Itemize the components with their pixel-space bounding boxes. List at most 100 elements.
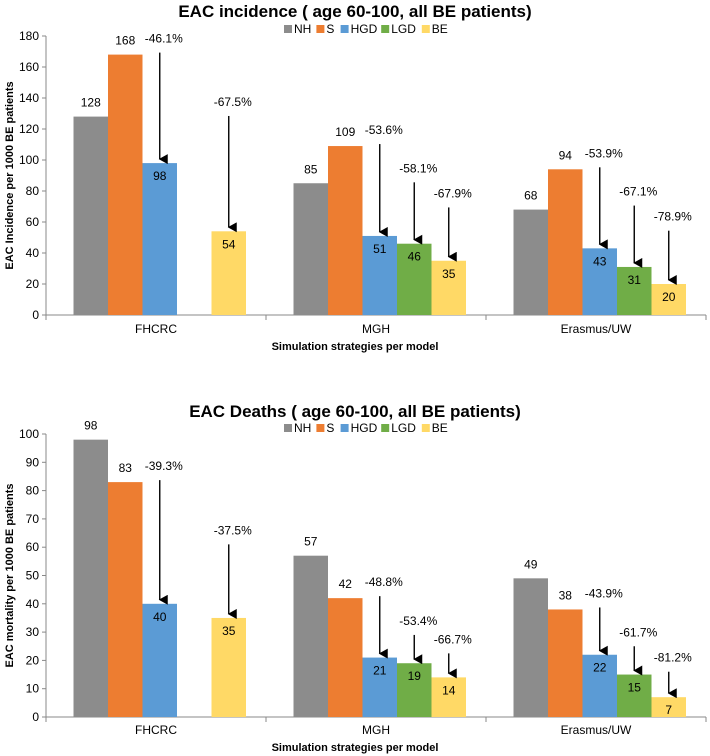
reduction-label-be: -67.9%	[434, 186, 472, 200]
bar-s	[548, 609, 583, 717]
data-label-s: 38	[559, 588, 573, 602]
legend-swatch-be	[421, 424, 430, 432]
data-label-nh: 49	[524, 557, 538, 571]
legend-label-be: BE	[432, 22, 448, 36]
legend-swatch-lgd	[381, 25, 390, 33]
y-axis-title: EAC mortality per 1000 BE patients	[4, 483, 16, 667]
legend-item-hgd: HGD	[340, 421, 378, 435]
data-label-hgd: 21	[373, 664, 387, 678]
legend-item-nh: NH	[284, 22, 311, 36]
legend-label-lgd: LGD	[391, 22, 416, 36]
reduction-label-lgd: -58.1%	[399, 161, 437, 175]
x-tick-label: FHCRC	[135, 723, 177, 737]
legend-label-s: S	[326, 421, 334, 435]
y-tick-label: 80	[26, 484, 40, 498]
y-tick-label: 30	[26, 625, 40, 639]
bar-lgd	[397, 663, 432, 717]
data-label-be: 20	[662, 290, 676, 304]
bar-hgd	[362, 657, 397, 717]
data-label-s: 83	[119, 461, 133, 475]
bar-be	[431, 677, 466, 717]
data-label-s: 109	[335, 125, 355, 139]
data-label-hgd: 43	[593, 254, 607, 268]
bar-nh	[73, 439, 108, 717]
data-label-s: 94	[559, 148, 573, 162]
y-tick-label: 120	[19, 122, 39, 136]
bar-lgd	[617, 266, 652, 315]
bar-hgd	[362, 235, 397, 315]
data-label-nh: 57	[304, 535, 318, 549]
bar-be	[431, 260, 466, 315]
legend-swatch-hgd	[340, 424, 349, 432]
legend-item-be: BE	[421, 421, 448, 435]
reduction-label-hgd: -46.1%	[145, 32, 183, 46]
chart-incidence: EAC incidence ( age 60-100, all BE patie…	[4, 2, 707, 353]
data-label-lgd: 19	[408, 669, 422, 683]
bar-lgd	[617, 674, 652, 717]
legend-swatch-nh	[284, 25, 292, 33]
bar-be	[651, 284, 686, 315]
reduction-label-lgd: -61.7%	[619, 625, 657, 639]
legend-label-hgd: HGD	[351, 22, 378, 36]
legend-swatch-s	[316, 25, 325, 33]
data-label-hgd: 98	[153, 169, 167, 183]
bar-nh	[293, 555, 328, 717]
data-label-nh: 85	[304, 162, 318, 176]
bar-s	[548, 169, 583, 315]
data-label-lgd: 15	[628, 681, 642, 695]
legend-item-s: S	[316, 22, 334, 36]
reduction-label-hgd: -53.9%	[585, 146, 623, 160]
data-label-s: 42	[339, 577, 353, 591]
y-tick-label: 0	[32, 308, 39, 322]
reduction-label-hgd: -48.8%	[365, 575, 403, 589]
legend-item-nh: NH	[284, 421, 311, 435]
reduction-label-lgd: -53.4%	[399, 614, 437, 628]
legend-swatch-lgd	[381, 424, 390, 432]
data-label-be: 35	[442, 267, 456, 281]
bar-s	[108, 482, 143, 717]
chart-deaths: EAC Deaths ( age 60-100, all BE patients…	[4, 402, 707, 754]
reduction-label-be: -67.5%	[214, 95, 252, 109]
reduction-label-lgd: -67.1%	[619, 185, 657, 199]
legend-label-nh: NH	[294, 421, 311, 435]
data-label-nh: 68	[524, 189, 538, 203]
bar-hgd	[582, 248, 617, 315]
legend-item-hgd: HGD	[340, 22, 378, 36]
legend-item-be: BE	[421, 22, 448, 36]
y-tick-label: 90	[26, 455, 40, 469]
reduction-label-be: -66.7%	[434, 632, 472, 646]
legend-swatch-s	[316, 424, 325, 432]
legend: NH S HGD LGD BE	[284, 421, 448, 435]
reduction-label-be: -81.2%	[654, 651, 692, 665]
y-tick-label: 50	[26, 569, 40, 583]
legend-item-lgd: LGD	[381, 22, 416, 36]
y-tick-label: 40	[26, 246, 40, 260]
legend-swatch-hgd	[340, 25, 349, 33]
bar-be	[211, 617, 246, 717]
data-label-be: 14	[442, 683, 456, 697]
bar-nh	[513, 209, 548, 315]
bar-nh	[513, 578, 548, 717]
reduction-label-hgd: -39.3%	[145, 459, 183, 473]
y-tick-label: 80	[26, 184, 40, 198]
data-label-be: 35	[222, 624, 236, 638]
data-label-lgd: 46	[408, 250, 422, 264]
data-label-s: 168	[115, 34, 135, 48]
bar-be	[211, 231, 246, 315]
y-tick-label: 20	[26, 653, 40, 667]
data-label-nh: 98	[84, 419, 98, 433]
bar-s	[108, 54, 143, 315]
bar-nh	[73, 116, 108, 315]
y-tick-label: 180	[19, 29, 39, 43]
y-tick-label: 140	[19, 91, 39, 105]
data-label-lgd: 31	[628, 273, 642, 287]
x-tick-label: MGH	[362, 322, 390, 336]
bar-hgd	[142, 603, 177, 717]
chart-title: EAC Deaths ( age 60-100, all BE patients…	[189, 402, 521, 421]
data-label-hgd: 22	[593, 661, 607, 675]
bar-s	[328, 598, 363, 717]
data-label-nh: 128	[81, 96, 101, 110]
legend-label-lgd: LGD	[391, 421, 416, 435]
chart-title: EAC incidence ( age 60-100, all BE patie…	[178, 2, 531, 21]
